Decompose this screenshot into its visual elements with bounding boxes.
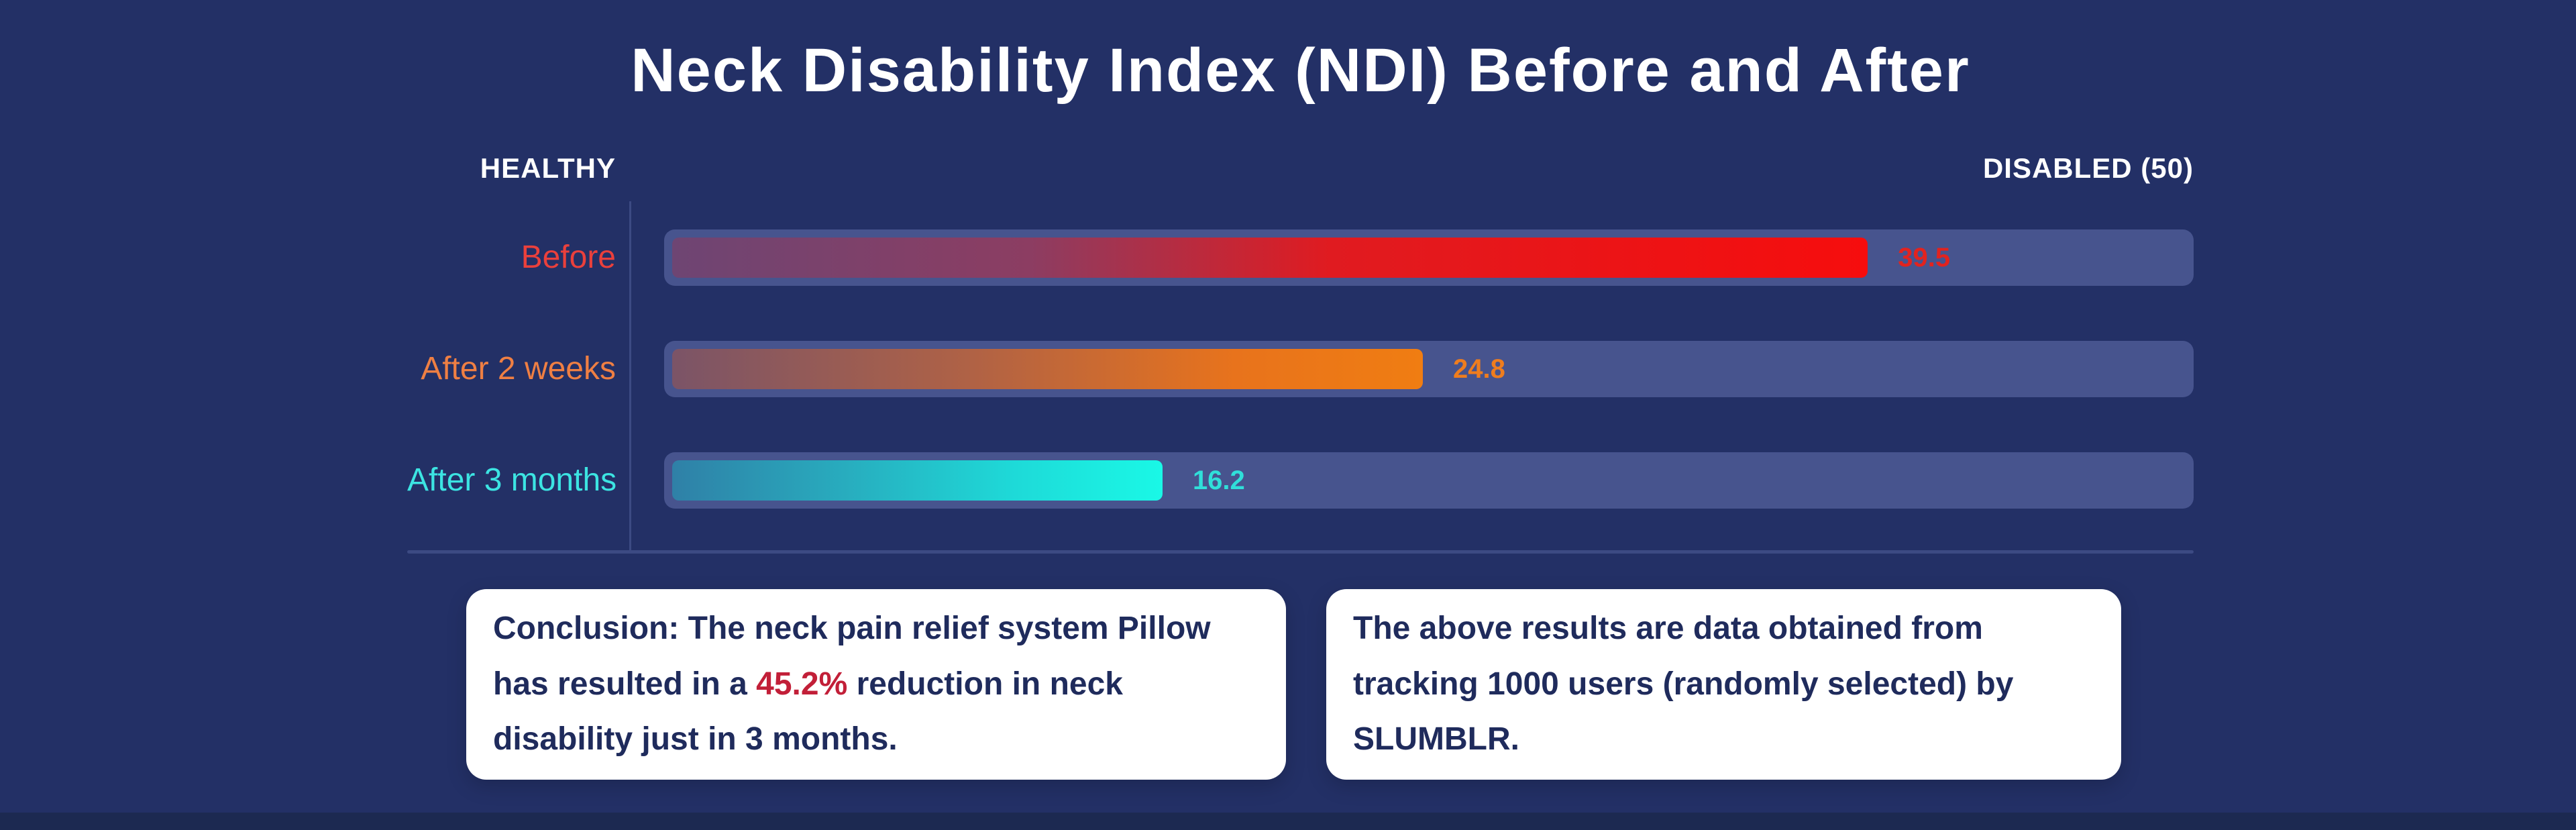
bar-track-after-3-months: 16.2: [664, 452, 2194, 509]
source-brand: SLUMBLR: [1353, 721, 1511, 758]
bar-label-after-2-weeks: After 2 weeks: [421, 351, 616, 386]
bar-label-before: Before: [521, 240, 616, 275]
source-text-before: The above results are data obtained from…: [1353, 611, 2014, 702]
bar-track-after-2-weeks: 24.8: [664, 341, 2194, 397]
conclusion-text-after: reduction in neck disability just in 3 m…: [493, 666, 1123, 758]
bar-row-after-2-weeks: After 2 weeks 24.8: [407, 341, 2194, 397]
bar-track-before: 39.5: [664, 229, 2194, 286]
footer-strip: [0, 813, 2576, 830]
conclusion-highlight: 45.2%: [756, 666, 848, 702]
bar-fill-after-3-months: [672, 460, 1163, 501]
conclusion-text: Conclusion: The neck pain relief system …: [493, 601, 1259, 768]
bar-value-after-3-months: 16.2: [1192, 466, 1245, 495]
y-axis-line: [629, 201, 631, 552]
bar-value-before: 39.5: [1898, 243, 1951, 272]
source-text: The above results are data obtained from…: [1353, 601, 2094, 768]
source-text-after: .: [1510, 721, 1519, 758]
bar-chart: Before 39.5 After 2 weeks 24.8 After 3 m…: [407, 229, 2194, 564]
bar-fill-before: [672, 238, 1868, 278]
baseline-divider: [407, 550, 2194, 554]
conclusion-card: Conclusion: The neck pain relief system …: [466, 589, 1286, 780]
axis-label-healthy: HEALTHY: [480, 152, 616, 184]
conclusion-text-before: Conclusion: The neck pain relief system …: [493, 611, 1211, 702]
axis-scale-labels: HEALTHY DISABLED (50): [407, 152, 2194, 185]
bar-value-after-2-weeks: 24.8: [1452, 354, 1505, 384]
bar-label-after-3-months: After 3 months: [407, 462, 617, 498]
chart-title: Neck Disability Index (NDI) Before and A…: [631, 36, 1970, 105]
axis-label-disabled: DISABLED (50): [1982, 152, 2194, 184]
bar-fill-after-2-weeks: [672, 349, 1423, 389]
source-card: The above results are data obtained from…: [1326, 589, 2121, 780]
bar-row-before: Before 39.5: [407, 229, 2194, 286]
bar-row-after-3-months: After 3 months 16.2: [407, 452, 2194, 509]
